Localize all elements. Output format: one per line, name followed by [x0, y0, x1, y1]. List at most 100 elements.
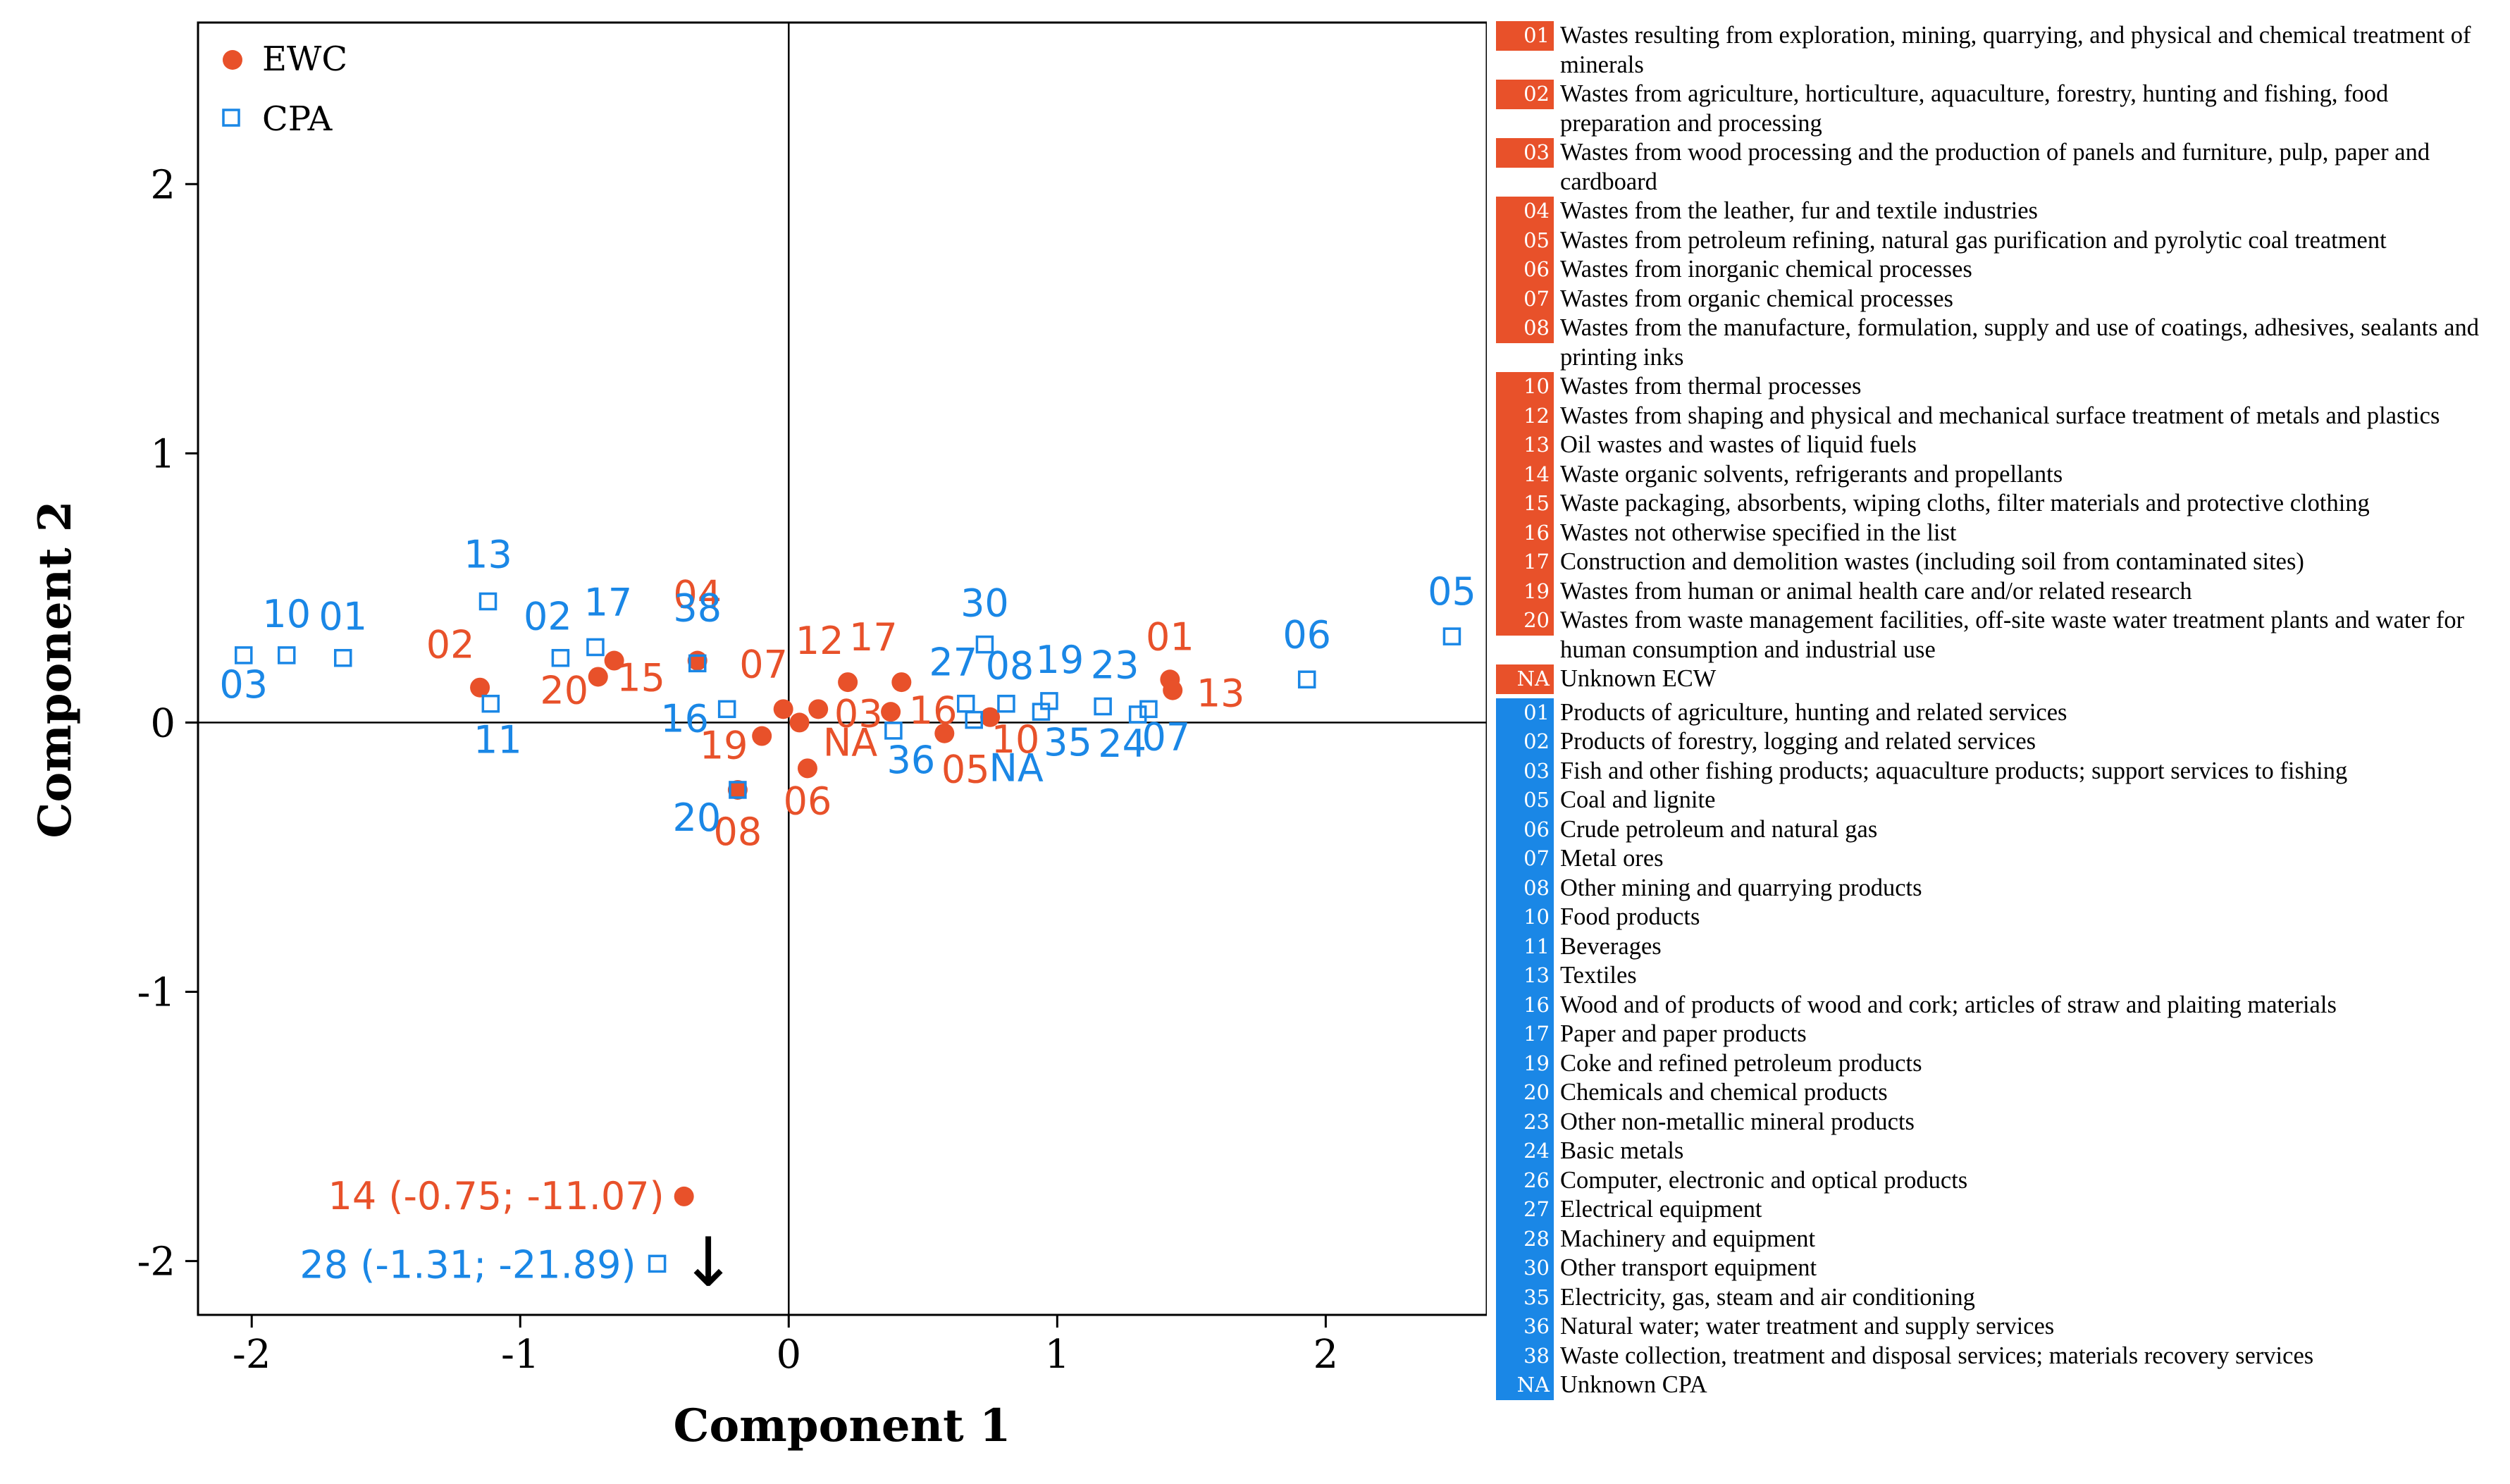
cpa-point — [648, 1254, 667, 1273]
ewc-point — [752, 726, 772, 746]
ewc-point-label: 16 — [909, 688, 958, 733]
chart-legend: EWC CPA — [222, 39, 347, 139]
ewc-legend-row: 16 Wastes not otherwise specified in the … — [1496, 518, 2505, 548]
cpa-point-label: 07 — [1142, 715, 1191, 759]
cpa-point-label: NA — [989, 746, 1044, 791]
ewc-legend-row: 15 Waste packaging, absorbents, wiping cl… — [1496, 489, 2505, 519]
ewc-point — [1163, 680, 1183, 700]
ewc-legend-row: 19 Wastes from human or animal health car… — [1496, 576, 2505, 606]
cpa-point — [717, 700, 736, 719]
cpa-description: Other non-metallic mineral products — [1560, 1108, 1915, 1135]
cpa-point-label: 02 — [524, 595, 572, 639]
cpa-point-label: 11 — [474, 718, 522, 762]
cpa-point — [997, 694, 1015, 713]
x-tick-label: -1 — [501, 1332, 540, 1378]
cpa-legend-row: 05 Coal and lignite — [1496, 786, 2505, 815]
cpa-description: Electrical equipment — [1560, 1196, 1762, 1223]
cpa-legend-row: 30 Other transport equipment — [1496, 1254, 2505, 1283]
cpa-point-label: 27 — [929, 641, 977, 685]
cpa-description: Products of forestry, logging and relate… — [1560, 728, 2036, 755]
ewc-point-label: 04 — [673, 573, 722, 617]
ewc-code: 12 — [1496, 401, 1554, 431]
ewc-description: Wastes from wood processing and the prod… — [1560, 139, 2430, 195]
ewc-code: 14 — [1496, 459, 1554, 489]
ewc-point — [470, 677, 490, 698]
ewc-legend-row: 04 Wastes from the leather, fur and texti… — [1496, 197, 2505, 226]
cpa-point — [235, 646, 253, 664]
ewc-point — [838, 672, 858, 693]
cpa-point — [277, 646, 296, 664]
ewc-description: Wastes from agriculture, horticulture, a… — [1560, 80, 2389, 137]
ewc-description: Oil wastes and wastes of liquid fuels — [1560, 431, 1917, 458]
cpa-legend-row: 20 Chemicals and chemical products — [1496, 1078, 2505, 1108]
cpa-legend-row: 19 Coke and refined petroleum products — [1496, 1049, 2505, 1078]
ewc-legend-row: 14 Waste organic solvents, refrigerants a… — [1496, 459, 2505, 489]
cpa-legend-row: 35 Electricity, gas, steam and air condit… — [1496, 1282, 2505, 1312]
cpa-code: NA — [1496, 1371, 1554, 1400]
ewc-point — [727, 779, 748, 800]
cpa-legend-row: 28 Machinery and equipment — [1496, 1224, 2505, 1254]
ewc-code: 02 — [1496, 80, 1554, 109]
ewc-code: 08 — [1496, 314, 1554, 343]
cpa-code: 03 — [1496, 756, 1554, 786]
cpa-code: 30 — [1496, 1254, 1554, 1283]
cpa-code: 17 — [1496, 1020, 1554, 1049]
cpa-legend-row: 26 Computer, electronic and optical produ… — [1496, 1165, 2505, 1195]
ewc-description: Wastes from waste management facilities,… — [1560, 607, 2465, 663]
x-tick-label: 0 — [776, 1332, 801, 1378]
ewc-legend-row: 03 Wastes from wood processing and the pr… — [1496, 138, 2505, 197]
ewc-legend-row: 10 Wastes from thermal processes — [1496, 372, 2505, 402]
ewc-description: Waste organic solvents, refrigerants and… — [1560, 460, 2063, 488]
ewc-code: 16 — [1496, 518, 1554, 548]
cpa-description: Food products — [1560, 903, 1700, 930]
cpa-description: Paper and paper products — [1560, 1020, 1807, 1047]
ewc-code: 01 — [1496, 21, 1554, 51]
cpa-legend-row: 02 Products of forestry, logging and rela… — [1496, 727, 2505, 757]
cpa-point — [478, 592, 497, 611]
ewc-code: 05 — [1496, 225, 1554, 255]
ewc-point — [674, 1186, 694, 1206]
cpa-code: 28 — [1496, 1224, 1554, 1254]
cpa-description: Electricity, gas, steam and air conditio… — [1560, 1283, 1975, 1311]
ewc-legend-row: 08 Wastes from the manufacture, formulati… — [1496, 314, 2505, 372]
cpa-code: 01 — [1496, 698, 1554, 727]
cpa-point-label: 01 — [319, 595, 367, 639]
cpa-code: 23 — [1496, 1107, 1554, 1137]
x-tick-label: 1 — [1045, 1332, 1070, 1378]
cpa-description: Natural water; water treatment and suppl… — [1560, 1313, 2055, 1340]
ewc-point-label: 19 — [700, 724, 748, 768]
cpa-description: Coke and refined petroleum products — [1560, 1049, 1922, 1077]
y-tick-label: 2 — [150, 162, 175, 208]
cpa-point-label: 30 — [960, 581, 1009, 626]
ewc-code: 13 — [1496, 431, 1554, 460]
ewc-point — [980, 707, 1001, 727]
ewc-point-label: 13 — [1197, 672, 1245, 716]
ewc-code: NA — [1496, 664, 1554, 694]
ewc-description: Wastes from the manufacture, formulation… — [1560, 314, 2480, 371]
ewc-point — [797, 758, 817, 779]
cpa-point — [884, 722, 903, 740]
cpa-description: Wood and of products of wood and cork; a… — [1560, 991, 2337, 1018]
ewc-code: 17 — [1496, 548, 1554, 577]
cpa-point-label: 24 — [1098, 722, 1146, 766]
ewc-code: 07 — [1496, 284, 1554, 314]
ewc-legend: 01 Wastes resulting from exploration, min… — [1496, 21, 2505, 694]
cpa-point-label: 20 — [673, 796, 722, 840]
ewc-description: Waste packaging, absorbents, wiping clot… — [1560, 490, 2370, 517]
cpa-point-label: 35 — [1044, 720, 1092, 765]
x-tick-label: -2 — [233, 1332, 271, 1378]
cpa-legend-row: 03 Fish and other fishing products; aquac… — [1496, 756, 2505, 786]
cpa-description: Beverages — [1560, 932, 1662, 960]
ewc-description: Wastes resulting from exploration, minin… — [1560, 22, 2471, 78]
code-legend-panel: 01 Wastes resulting from exploration, min… — [1496, 21, 2505, 1400]
ewc-code: 04 — [1496, 197, 1554, 226]
ewc-legend-row: 06 Wastes from inorganic chemical process… — [1496, 255, 2505, 285]
ewc-point-label: 05 — [941, 748, 990, 792]
cpa-point-label: 05 — [1428, 569, 1476, 614]
cpa-description: Computer, electronic and optical product… — [1560, 1166, 1968, 1194]
cpa-description: Products of agriculture, hunting and rel… — [1560, 698, 2067, 726]
ewc-point — [604, 650, 624, 671]
ewc-legend-row: 20 Wastes from waste management facilitie… — [1496, 606, 2505, 664]
